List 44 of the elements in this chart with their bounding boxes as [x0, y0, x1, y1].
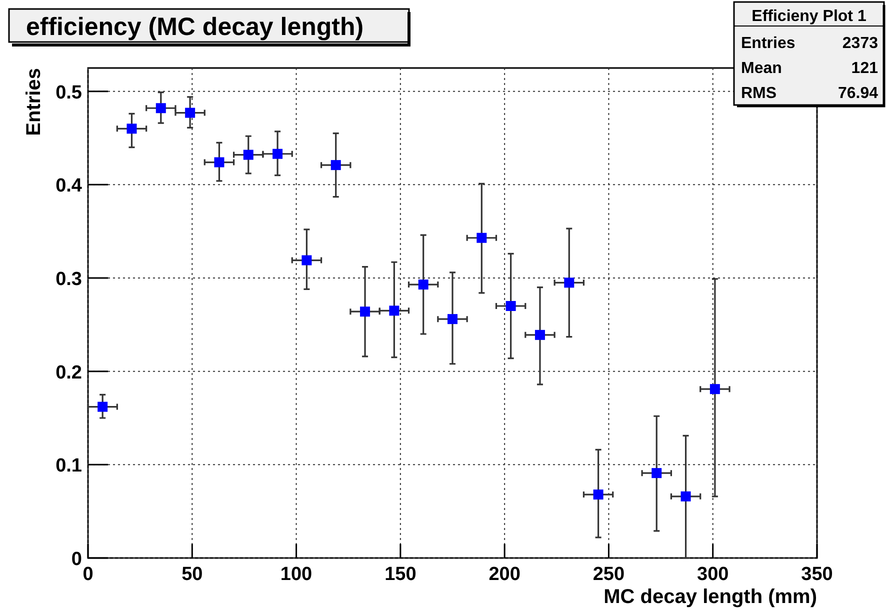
- point: [448, 314, 458, 324]
- x-tick-label: 200: [488, 564, 520, 585]
- point: [330, 160, 341, 170]
- y-tick-label: 0: [71, 549, 82, 570]
- point: [506, 301, 516, 311]
- point: [360, 306, 370, 317]
- annotation: RMS: [741, 85, 777, 102]
- point: [680, 491, 691, 502]
- point: [534, 330, 545, 340]
- x-tick-label: 250: [592, 564, 625, 585]
- x-tick-label: 300: [697, 564, 729, 585]
- x-tick-label: 50: [182, 564, 203, 585]
- y-tick-label: 0.1: [56, 456, 82, 477]
- point: [126, 124, 137, 134]
- point: [185, 108, 196, 118]
- x-tick-label: 100: [280, 564, 312, 585]
- x-tick-label: 150: [384, 564, 416, 585]
- point: [243, 150, 254, 160]
- point: [98, 402, 108, 412]
- y-tick-label: 0.2: [56, 362, 82, 384]
- x-tick-label: 350: [801, 564, 833, 585]
- y-axis-title: Entries: [23, 68, 45, 136]
- point: [564, 278, 574, 288]
- y-tick-label: 0.3: [56, 269, 82, 290]
- point: [272, 148, 283, 159]
- text: Efficieny Plot 1: [752, 8, 866, 25]
- text: 121: [851, 60, 878, 77]
- text: 76.94: [838, 85, 878, 102]
- point: [710, 384, 720, 394]
- text: Entries: [741, 35, 796, 52]
- point: [156, 103, 166, 114]
- chart-title: efficiency (MC decay length): [26, 13, 364, 41]
- point: [476, 232, 487, 243]
- annotation: Mean: [741, 60, 782, 77]
- y-tick-label: 0.5: [56, 82, 82, 104]
- y-tick-label: 0.4: [56, 176, 82, 197]
- x-axis-title: MC decay length (mm): [604, 586, 817, 608]
- point: [593, 490, 604, 500]
- point: [214, 157, 224, 168]
- point: [302, 255, 312, 266]
- text: 2373: [842, 35, 878, 52]
- point: [389, 306, 400, 316]
- point: [418, 280, 428, 290]
- point: [652, 468, 662, 478]
